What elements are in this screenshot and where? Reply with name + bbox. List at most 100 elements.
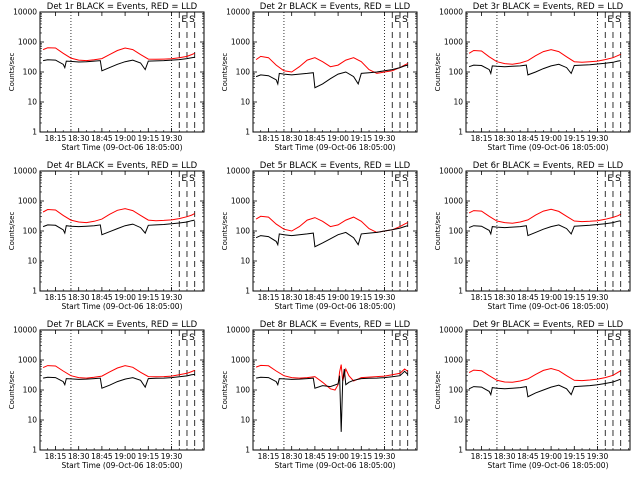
x-tick-label: 19:00 — [327, 293, 349, 302]
y-tick-label: 100 — [236, 68, 251, 77]
x-tick-label: 19:30 — [587, 293, 609, 302]
x-tick-label: 18:45 — [304, 452, 326, 461]
x-tick-label: 18:15 — [45, 452, 67, 461]
panel-title: Det 7r BLACK = Events, RED = LLD — [47, 320, 198, 330]
x-axis-label: Start Time (09-Oct-06 18:05:00) — [487, 143, 608, 152]
y-tick-label: 10 — [27, 257, 37, 266]
x-tick-label: 18:30 — [68, 452, 90, 461]
x-tick-label: 18:45 — [517, 293, 539, 302]
series-events-line — [468, 378, 621, 398]
panel-title: Det 9r BLACK = Events, RED = LLD — [473, 320, 624, 330]
marker-label-s: S — [402, 333, 408, 343]
x-tick-label: 19:15 — [563, 452, 585, 461]
marker-label-e: E — [181, 174, 187, 184]
y-tick-label: 1 — [245, 128, 250, 137]
y-tick-label: 1 — [245, 446, 250, 455]
marker-label-e: E — [394, 174, 400, 184]
y-tick-label: 100 — [236, 386, 251, 395]
panel-title: Det 2r BLACK = Events, RED = LLD — [260, 2, 411, 12]
y-tick-label: 1 — [32, 128, 37, 137]
x-tick-label: 18:45 — [304, 293, 326, 302]
panel-title: Det 3r BLACK = Events, RED = LLD — [473, 2, 624, 12]
marker-label-s: S — [189, 333, 195, 343]
y-tick-label: 100 — [449, 386, 464, 395]
series-lld-line — [255, 215, 408, 233]
series-lld-line — [468, 367, 621, 383]
x-axis-label: Start Time (09-Oct-06 18:05:00) — [274, 143, 395, 152]
y-axis-label: Counts/sec — [434, 53, 442, 92]
y-axis-label: Counts/sec — [221, 371, 229, 410]
x-tick-label: 18:15 — [258, 134, 280, 143]
x-tick-label: 18:45 — [517, 452, 539, 461]
x-tick-label: 18:45 — [304, 134, 326, 143]
x-tick-label: 18:15 — [471, 452, 493, 461]
y-tick-label: 1000 — [444, 197, 463, 206]
marker-label-e: E — [394, 15, 400, 25]
x-tick-label: 18:30 — [494, 293, 516, 302]
y-tick-label: 10 — [240, 416, 250, 425]
y-tick-label: 10 — [453, 257, 463, 266]
x-tick-label: 18:30 — [68, 134, 90, 143]
y-tick-label: 10000 — [439, 8, 463, 17]
y-tick-label: 1000 — [231, 38, 250, 47]
x-tick-label: 19:00 — [540, 134, 562, 143]
y-tick-label: 10 — [240, 257, 250, 266]
y-tick-label: 100 — [23, 68, 38, 77]
y-axis-label: Counts/sec — [8, 371, 16, 410]
x-tick-label: 19:00 — [327, 134, 349, 143]
x-tick-label: 19:30 — [374, 134, 396, 143]
x-tick-label: 19:30 — [374, 293, 396, 302]
x-tick-label: 19:15 — [350, 134, 372, 143]
series-events-line — [43, 56, 195, 72]
series-events-line — [468, 60, 621, 76]
panel-title: Det 4r BLACK = Events, RED = LLD — [47, 161, 198, 171]
y-tick-label: 10 — [240, 98, 250, 107]
marker-label-s: S — [402, 174, 408, 184]
y-axis-label: Counts/sec — [434, 371, 442, 410]
y-tick-label: 1 — [458, 287, 463, 296]
y-tick-label: 10000 — [13, 326, 37, 335]
series-events-line — [255, 225, 408, 248]
series-lld-line — [468, 208, 621, 224]
x-tick-label: 18:30 — [68, 293, 90, 302]
y-tick-label: 1 — [458, 128, 463, 137]
y-axis-label: Counts/sec — [8, 53, 16, 92]
y-tick-label: 10 — [453, 416, 463, 425]
panel-9: Det 9r BLACK = Events, RED = LLD 1 10 100 10… — [434, 320, 631, 470]
x-axis-label: Start Time (09-Oct-06 18:05:00) — [61, 302, 182, 311]
y-tick-label: 10000 — [13, 8, 37, 17]
x-axis-label: Start Time (09-Oct-06 18:05:00) — [274, 302, 395, 311]
y-tick-label: 10 — [453, 98, 463, 107]
panel-1: Det 1r BLACK = Events, RED = LLD 1 10 100 10… — [8, 2, 205, 152]
x-tick-label: 19:15 — [563, 293, 585, 302]
y-tick-label: 1 — [245, 287, 250, 296]
x-tick-label: 19:00 — [540, 293, 562, 302]
x-tick-label: 19:30 — [161, 134, 183, 143]
x-tick-label: 19:00 — [327, 452, 349, 461]
x-tick-label: 18:30 — [281, 293, 303, 302]
y-axis-label: Counts/sec — [221, 212, 229, 251]
y-axis-label: Counts/sec — [434, 212, 442, 251]
x-tick-label: 18:15 — [471, 134, 493, 143]
y-tick-label: 1000 — [444, 38, 463, 47]
series-events-line — [256, 368, 409, 432]
y-axis-label: Counts/sec — [221, 53, 229, 92]
x-tick-label: 18:30 — [494, 134, 516, 143]
panel-3: Det 3r BLACK = Events, RED = LLD 1 10 100 10… — [434, 2, 631, 152]
y-tick-label: 10 — [27, 416, 37, 425]
x-tick-label: 19:15 — [350, 293, 372, 302]
x-tick-label: 18:45 — [91, 293, 113, 302]
y-tick-label: 10000 — [439, 167, 463, 176]
marker-label-s: S — [615, 15, 621, 25]
series-events-line — [468, 220, 621, 237]
x-tick-label: 19:30 — [374, 452, 396, 461]
series-lld-line — [42, 208, 195, 224]
y-tick-label: 1 — [32, 287, 37, 296]
x-axis-label: Start Time (09-Oct-06 18:05:00) — [274, 461, 395, 470]
y-tick-label: 1 — [458, 446, 463, 455]
series-events-line — [43, 373, 195, 389]
panel-title: Det 1r BLACK = Events, RED = LLD — [47, 2, 198, 12]
x-tick-label: 18:15 — [45, 134, 67, 143]
marker-label-e: E — [607, 174, 613, 184]
